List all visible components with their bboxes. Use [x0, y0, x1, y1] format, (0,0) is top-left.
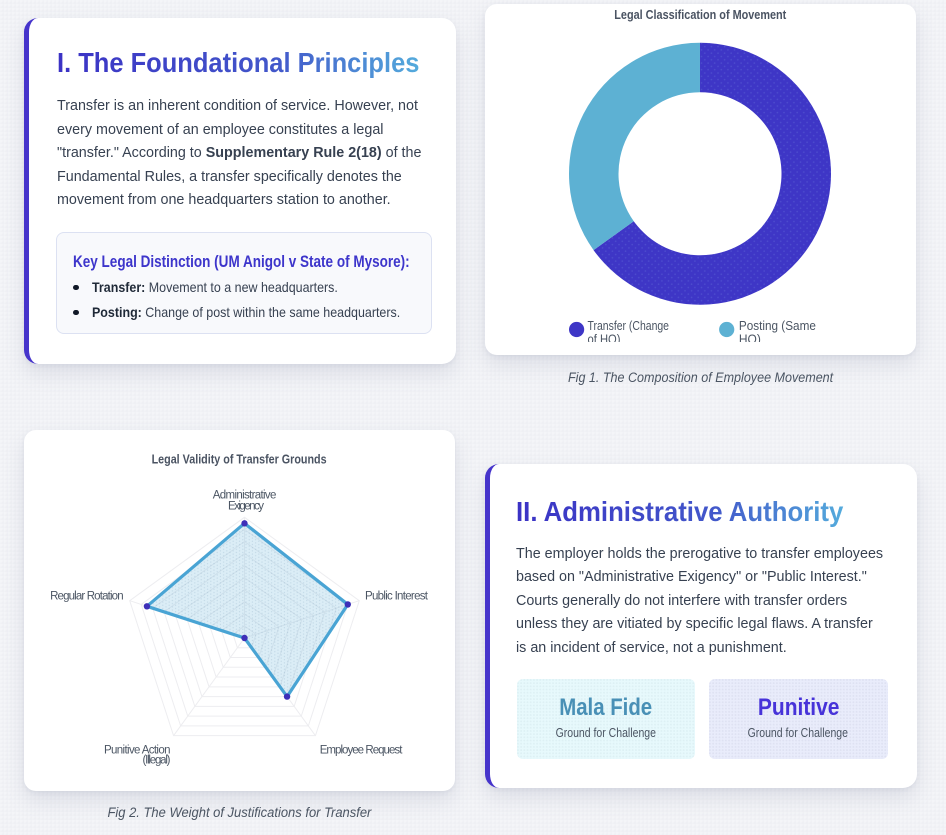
- svg-text:(Illegal): (Illegal): [143, 754, 171, 766]
- svg-text:Legal Validity of Transfer Gro: Legal Validity of Transfer Grounds: [152, 453, 327, 467]
- svg-text:Regular Rotation: Regular Rotation: [50, 590, 124, 602]
- svg-text:of HQ): of HQ): [588, 333, 621, 343]
- svg-text:Administrative: Administrative: [213, 490, 277, 502]
- svg-text:Legal Classification of Moveme: Legal Classification of Movement: [614, 8, 787, 22]
- svg-text:Punitive Action: Punitive Action: [104, 744, 171, 756]
- svg-text:Employee Request: Employee Request: [320, 744, 403, 756]
- svg-text:HQ): HQ): [739, 333, 761, 343]
- svg-text:Posting (Same: Posting (Same: [739, 319, 816, 333]
- svg-text:Exigency: Exigency: [228, 501, 264, 513]
- svg-text:Public Interest: Public Interest: [365, 590, 429, 602]
- svg-text:Transfer (Change: Transfer (Change: [588, 319, 670, 333]
